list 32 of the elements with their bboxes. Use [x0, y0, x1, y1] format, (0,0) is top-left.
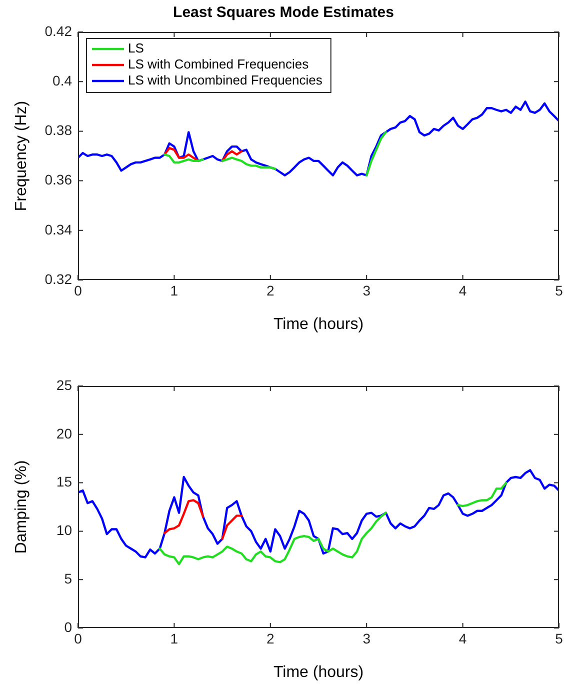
chart-title: Least Squares Mode Estimates: [173, 4, 394, 22]
x-tick-label: 0: [74, 282, 82, 298]
x-axis-title: Time (hours): [273, 316, 364, 333]
x-tick-label: 1: [170, 282, 178, 298]
x-tick-label: 3: [362, 630, 371, 646]
x-tick-label: 4: [458, 282, 467, 298]
legend-label: LS with Uncombined Frequencies: [128, 72, 323, 88]
legend-label: LS with Combined Frequencies: [128, 56, 310, 72]
y-tick-label: 0.38: [44, 122, 72, 138]
x-tick-label: 1: [170, 630, 178, 646]
y-tick-label: 0.42: [44, 22, 72, 39]
legend-label: LS: [128, 40, 144, 56]
y-tick-label: 25: [56, 376, 72, 393]
x-tick-label: 5: [555, 282, 564, 298]
y-tick-label: 20: [56, 425, 72, 442]
x-axis-title: Time (hours): [273, 664, 364, 681]
y-tick-label: 5: [64, 570, 72, 586]
y-axis-title: Frequency (Hz): [13, 100, 30, 212]
y-tick-label: 10: [56, 522, 72, 538]
y-tick-label: 15: [56, 474, 72, 490]
y-tick-label: 0.32: [44, 270, 72, 287]
y-tick-label: 0.4: [52, 72, 72, 88]
x-tick-label: 0: [74, 630, 82, 646]
y-tick-label: 0: [64, 618, 72, 635]
x-tick-label: 4: [458, 630, 467, 646]
x-tick-label: 2: [266, 282, 274, 298]
y-tick-label: 0.36: [44, 172, 72, 188]
y-tick-label: 0.34: [44, 221, 72, 238]
x-tick-label: 5: [555, 630, 564, 646]
x-tick-label: 3: [362, 282, 371, 298]
x-tick-label: 2: [266, 630, 274, 646]
y-axis-title: Damping (%): [13, 460, 30, 554]
